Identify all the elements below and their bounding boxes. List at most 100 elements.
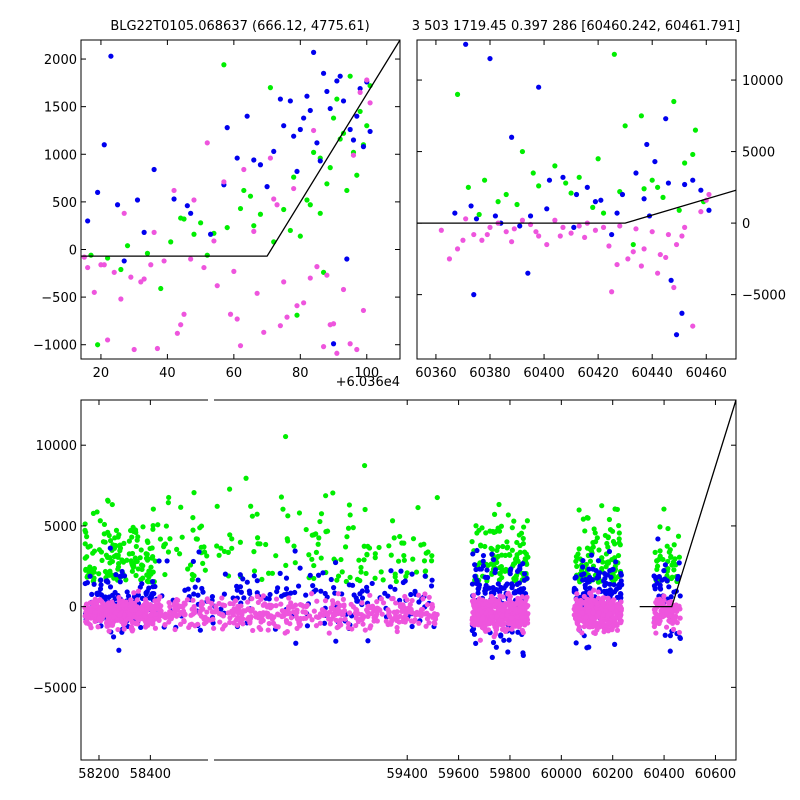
data-point — [386, 610, 392, 616]
data-point — [165, 549, 172, 555]
data-point — [682, 181, 688, 188]
data-point — [510, 620, 517, 627]
x-tick-label: 60400 — [523, 366, 564, 381]
data-point — [95, 624, 101, 630]
data-point — [367, 128, 373, 135]
data-point — [617, 223, 623, 229]
data-point — [679, 233, 685, 239]
data-point — [395, 558, 402, 564]
data-point — [527, 213, 534, 219]
data-point — [334, 78, 340, 84]
data-point — [591, 587, 597, 593]
data-point — [401, 557, 407, 563]
data-point — [517, 563, 523, 569]
data-point — [257, 162, 264, 168]
data-point — [115, 626, 121, 633]
data-point — [128, 274, 134, 280]
data-point — [619, 582, 625, 588]
data-point — [131, 564, 137, 570]
data-point — [252, 610, 258, 616]
data-point — [194, 536, 200, 542]
data-point — [185, 566, 191, 572]
y-tick-label: −1000 — [33, 339, 77, 354]
data-point — [387, 584, 394, 590]
data-point — [291, 185, 297, 192]
data-point — [315, 572, 322, 578]
data-point — [237, 572, 243, 578]
data-point — [600, 612, 606, 618]
data-point — [192, 623, 198, 629]
data-point — [580, 577, 586, 583]
data-point — [307, 107, 313, 114]
data-point — [221, 62, 227, 68]
data-point — [201, 264, 207, 271]
data-point — [482, 610, 489, 616]
data-point — [536, 183, 542, 189]
data-point — [478, 566, 484, 572]
data-point — [150, 526, 156, 532]
data-point — [509, 626, 515, 632]
axes-frame — [416, 39, 737, 360]
data-point — [309, 556, 315, 562]
data-point — [360, 307, 367, 314]
data-point — [181, 612, 187, 618]
data-point — [251, 549, 257, 555]
data-point — [498, 632, 504, 638]
data-point — [358, 564, 364, 571]
data-point — [523, 551, 529, 557]
data-point — [415, 504, 421, 511]
data-point — [273, 623, 279, 629]
data-point — [105, 498, 111, 504]
data-point — [330, 606, 336, 612]
data-point — [110, 634, 117, 640]
x-tick-label: 20 — [93, 366, 110, 381]
data-point — [294, 303, 300, 309]
data-point — [338, 556, 344, 563]
data-point — [357, 591, 363, 597]
data-point — [119, 568, 125, 575]
data-point — [95, 342, 101, 348]
data-point — [587, 574, 593, 580]
data-point — [241, 166, 247, 173]
y-tick-label: 2000 — [44, 53, 77, 68]
data-point — [504, 539, 510, 545]
data-point — [616, 605, 622, 611]
data-point — [638, 113, 644, 119]
title-top-left: BLG22T0105.068637 (666.12, 4775.61) — [110, 19, 369, 34]
data-point — [349, 582, 356, 588]
data-point — [557, 233, 563, 239]
data-point — [582, 582, 588, 588]
data-point — [307, 572, 313, 578]
data-point — [360, 144, 367, 150]
data-point — [82, 521, 88, 527]
data-point — [265, 627, 271, 633]
data-point — [316, 614, 322, 620]
data-point — [288, 590, 294, 596]
data-point — [237, 584, 244, 590]
data-point — [283, 562, 289, 568]
data-point — [404, 597, 410, 603]
data-point — [507, 568, 513, 574]
data-point — [588, 593, 595, 599]
data-point — [544, 206, 550, 212]
data-point — [594, 600, 600, 606]
data-point — [446, 256, 453, 262]
data-point — [231, 620, 237, 626]
data-point — [112, 610, 118, 616]
data-point — [568, 190, 574, 196]
data-point — [204, 553, 210, 559]
y-tick-label: 1000 — [44, 148, 77, 163]
data-point — [335, 591, 341, 597]
data-point — [599, 566, 605, 572]
data-point — [661, 506, 667, 512]
data-point — [613, 620, 619, 627]
data-point — [661, 568, 667, 574]
data-point — [114, 617, 121, 623]
data-point — [676, 603, 682, 609]
data-point — [162, 611, 169, 617]
data-point — [322, 598, 329, 604]
data-point — [247, 590, 253, 597]
data-point — [201, 620, 207, 627]
data-point — [472, 562, 478, 568]
